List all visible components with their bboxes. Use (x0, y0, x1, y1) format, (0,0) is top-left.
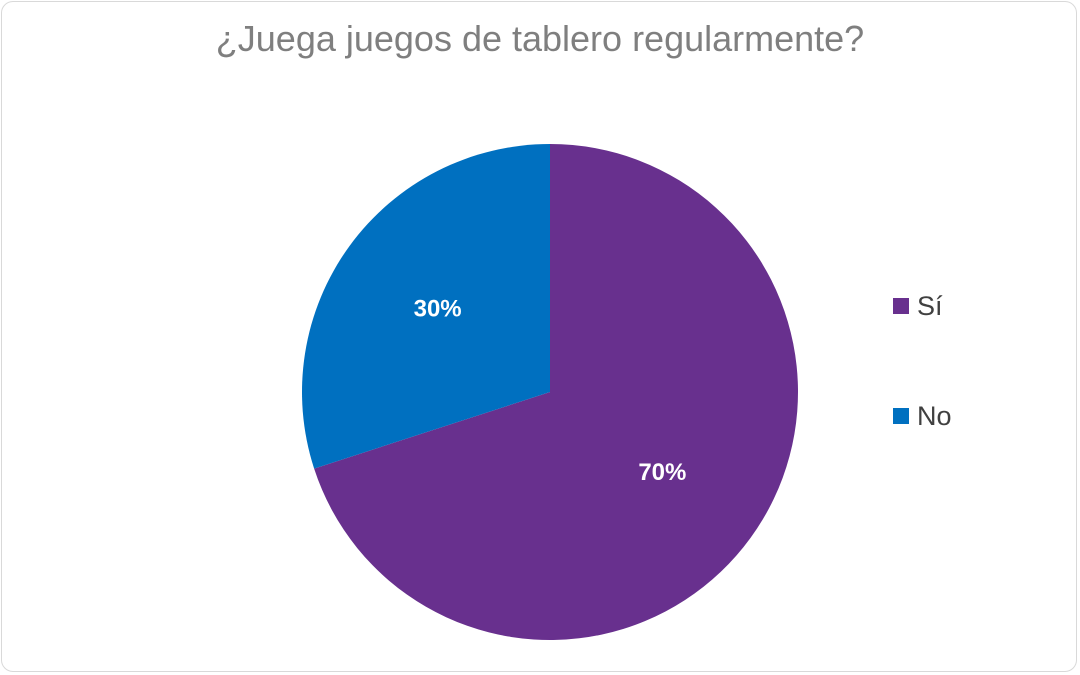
chart-title: ¿Juega juegos de tablero regularmente? (215, 18, 865, 59)
legend-item-si: Sí (893, 288, 952, 324)
legend-swatch-no (893, 408, 909, 424)
pie-slice-no (302, 144, 550, 469)
legend-item-no: No (893, 398, 952, 434)
legend-swatch-si (893, 298, 909, 314)
pie-slices (302, 144, 798, 641)
data-label-no: 30% (414, 296, 462, 323)
legend-label-si: Sí (917, 290, 943, 321)
legend: Sí No (893, 288, 952, 508)
legend-label-no: No (917, 400, 952, 431)
pie-labels: 70% 30% (414, 296, 687, 486)
data-label-si: 70% (638, 459, 686, 486)
pie-slice-si (314, 144, 798, 641)
